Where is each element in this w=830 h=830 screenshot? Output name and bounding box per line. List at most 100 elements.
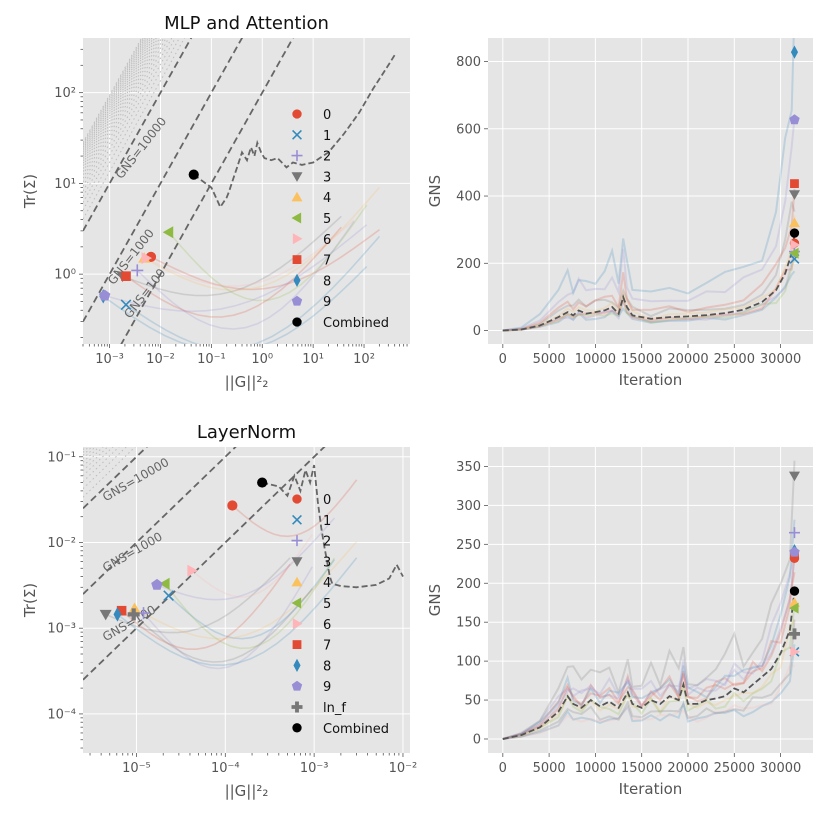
legend-marker bbox=[292, 233, 303, 245]
combined-series-line bbox=[502, 234, 796, 332]
layer-trajectories bbox=[105, 479, 358, 670]
y-tick-label: 400 bbox=[456, 190, 481, 205]
series-line bbox=[502, 215, 796, 332]
series-line bbox=[502, 553, 796, 740]
legend-entry: 1 bbox=[292, 514, 331, 529]
y-tick-label: 10¹ bbox=[54, 177, 76, 192]
x-tick-label: 5000 bbox=[533, 761, 566, 776]
plot-content bbox=[502, 38, 800, 332]
trajectory-line bbox=[143, 186, 381, 292]
y-tick-label: 100 bbox=[456, 655, 481, 670]
end-marker-3 bbox=[788, 471, 800, 482]
series-line bbox=[502, 259, 796, 332]
legend-entry: 4 bbox=[291, 576, 331, 591]
legend-marker bbox=[291, 172, 303, 182]
series-line bbox=[502, 664, 795, 740]
legend-marker bbox=[292, 317, 302, 327]
legend-entry: Combined bbox=[292, 722, 389, 737]
y-axis-label: GNS bbox=[426, 175, 444, 207]
legend-entry: 3 bbox=[291, 555, 331, 570]
combined-trajectory bbox=[261, 464, 404, 589]
series-line bbox=[502, 188, 796, 332]
legend-label: 9 bbox=[323, 680, 331, 695]
x-tick-label: 5000 bbox=[533, 352, 566, 367]
y-tick-label: 0 bbox=[473, 732, 481, 747]
plot-content bbox=[502, 460, 800, 740]
legend-marker bbox=[293, 658, 301, 672]
legend-label: Combined bbox=[323, 316, 389, 331]
trajectory-line bbox=[122, 215, 342, 297]
x-tick-label: 20000 bbox=[667, 761, 708, 776]
legend-label: ln_f bbox=[323, 701, 346, 716]
marker-combined bbox=[257, 477, 268, 488]
legend-entry: 4 bbox=[291, 191, 331, 206]
marker-9 bbox=[99, 289, 111, 301]
legend-entry: 6 bbox=[292, 233, 331, 248]
series-line bbox=[502, 554, 796, 740]
end-marker-6 bbox=[790, 239, 800, 251]
marker-5 bbox=[162, 226, 174, 239]
chart-p1: 10⁻³ 10⁻² 10⁻¹ 10⁰ 10¹ 10² 10⁰ 10¹ 10² MLP and At… bbox=[21, 13, 410, 391]
x-tick-label: 15000 bbox=[621, 761, 662, 776]
end-marker-7 bbox=[790, 179, 799, 189]
series-line bbox=[502, 460, 796, 740]
legend-label: 0 bbox=[323, 493, 331, 508]
layer-series bbox=[502, 460, 796, 740]
trajectory-line bbox=[142, 566, 313, 670]
series-line bbox=[502, 270, 796, 332]
legend-label: 4 bbox=[323, 191, 331, 206]
legend-label: 1 bbox=[323, 514, 331, 529]
trajectory-line bbox=[145, 219, 355, 287]
y-tick-label: 10⁻² bbox=[47, 536, 76, 551]
legend-label: 1 bbox=[323, 129, 331, 144]
legend-entry: 0 bbox=[292, 493, 331, 508]
x-tick-label: 10⁻⁵ bbox=[122, 761, 151, 776]
trajectory-line bbox=[150, 229, 380, 291]
y-tick-label: 10⁻¹ bbox=[47, 450, 76, 465]
legend-marker bbox=[291, 557, 303, 567]
end-marker-5 bbox=[788, 247, 799, 259]
y-tick-label: 10⁰ bbox=[54, 268, 76, 283]
end-marker-4 bbox=[788, 217, 800, 228]
trajectory-line bbox=[125, 266, 368, 344]
series-line bbox=[502, 234, 796, 332]
trajectory-line bbox=[191, 534, 313, 598]
end-marker-6 bbox=[790, 646, 800, 658]
legend-label: Combined bbox=[323, 722, 389, 737]
series-line bbox=[502, 201, 796, 332]
combined-series-line bbox=[502, 590, 796, 740]
legend-entry: 8 bbox=[293, 658, 331, 674]
end-marker-ln_f bbox=[788, 628, 800, 640]
legend-marker bbox=[292, 618, 303, 630]
marker-5 bbox=[159, 577, 170, 590]
trajectory-line bbox=[231, 479, 358, 538]
y-tick-label: 0 bbox=[473, 324, 481, 339]
legend-label: 5 bbox=[323, 597, 331, 612]
x-tick-label: 10000 bbox=[575, 352, 616, 367]
end-marker-9 bbox=[789, 546, 800, 557]
marker-6 bbox=[187, 564, 198, 577]
marker-8 bbox=[113, 607, 122, 622]
end-marker-8 bbox=[790, 45, 799, 59]
x-tick-label: 20000 bbox=[667, 352, 708, 367]
legend-marker bbox=[292, 255, 302, 264]
marker-ln_f bbox=[127, 608, 140, 621]
trajectory-line bbox=[164, 557, 336, 650]
series-line bbox=[502, 117, 796, 332]
legend-marker bbox=[292, 723, 302, 733]
legend-label: 8 bbox=[323, 659, 331, 674]
trajectory-line bbox=[121, 563, 291, 651]
legend-marker bbox=[291, 295, 303, 306]
series-line bbox=[502, 604, 796, 740]
legend-label: 3 bbox=[323, 555, 331, 570]
series-line bbox=[502, 572, 796, 740]
x-tick-label: 0 bbox=[499, 761, 507, 776]
grid bbox=[83, 447, 410, 753]
legend-entry: 7 bbox=[292, 639, 331, 654]
legend-label: 4 bbox=[323, 576, 331, 591]
legend-marker bbox=[292, 494, 302, 504]
trajectory-line bbox=[116, 557, 358, 667]
marker-0 bbox=[227, 500, 238, 511]
x-axis-label: Iteration bbox=[619, 371, 683, 389]
legend-entry: 9 bbox=[291, 295, 331, 310]
